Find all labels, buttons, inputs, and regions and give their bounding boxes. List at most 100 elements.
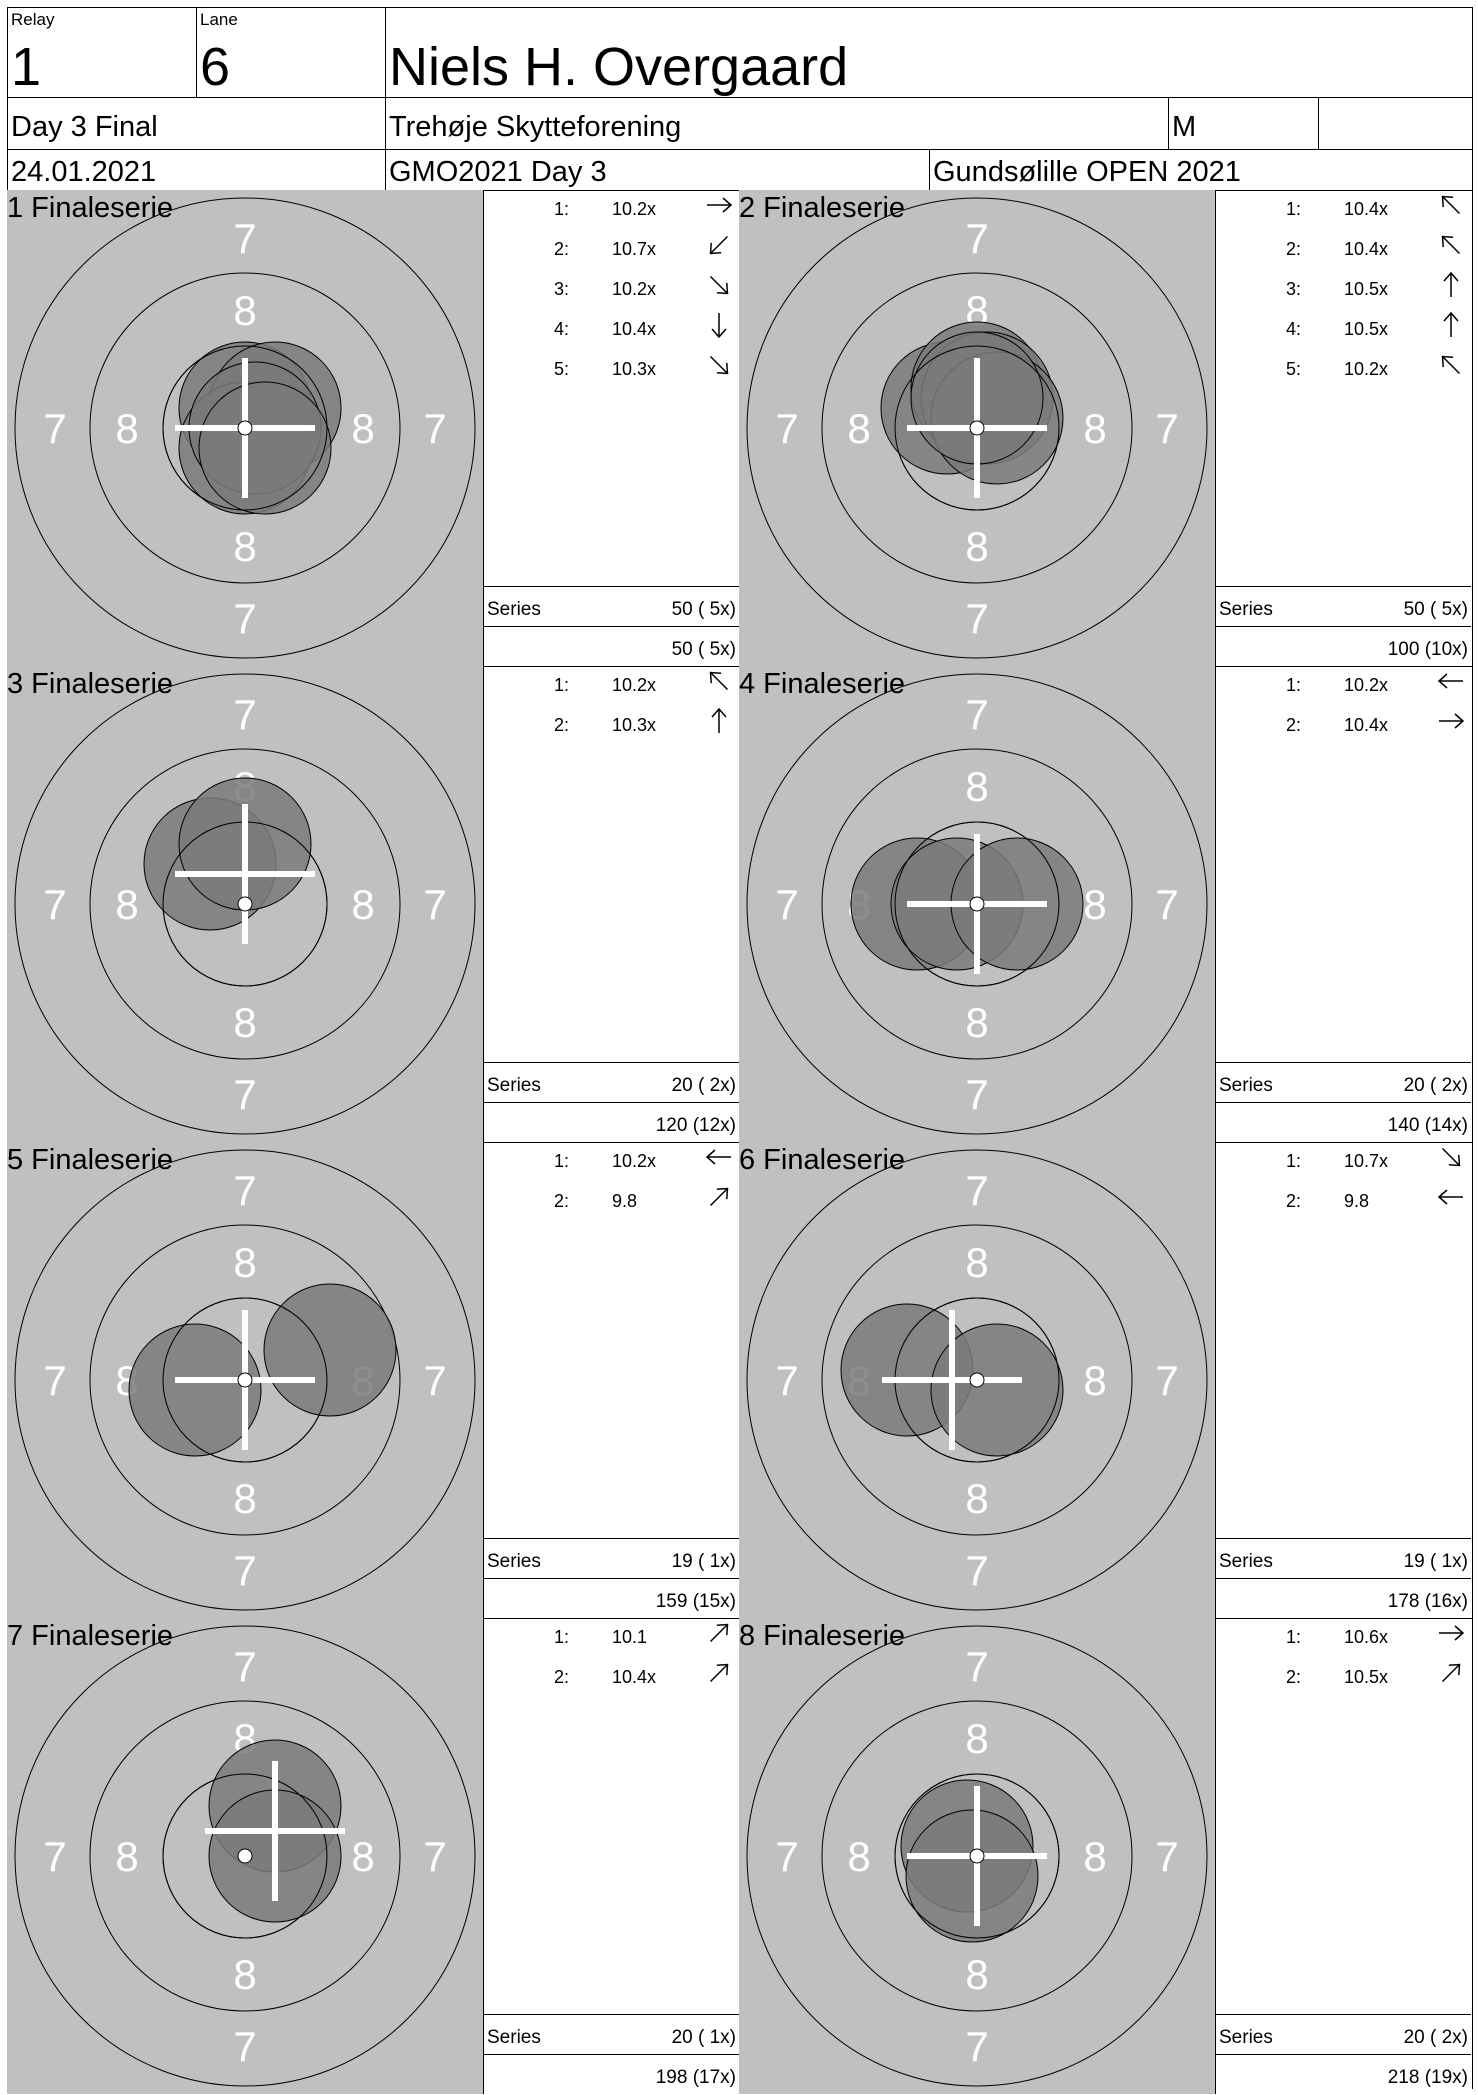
target-ring <box>14 1149 476 1611</box>
target-ring <box>894 345 1060 511</box>
lane-number: 6 <box>200 37 231 97</box>
ring-number-label: 7 <box>965 691 988 738</box>
target-ring <box>746 1625 1208 2087</box>
ring-number-label: 8 <box>1083 405 1106 452</box>
running-total: 100 (10x) <box>1387 639 1468 660</box>
shot-number: 2: <box>554 1191 570 1211</box>
ring-number-label: 8 <box>1083 1833 1106 1880</box>
running-total: 218 (19x) <box>1387 2067 1468 2088</box>
target-ring <box>894 821 1060 987</box>
shot-direction-arrow-icon <box>1436 1658 1466 1688</box>
ring-number-label: 8 <box>847 405 870 452</box>
shot-hole <box>263 1283 397 1417</box>
shot-row: 1: 10.6x <box>1216 1618 1471 1658</box>
running-total: 198 (17x) <box>655 2067 736 2088</box>
shot-number: 2: <box>554 239 570 259</box>
shot-hole <box>198 381 332 515</box>
shot-number: 1: <box>1286 1627 1302 1647</box>
ring-number-label: 7 <box>1155 405 1178 452</box>
shot-direction-arrow-icon <box>1436 1182 1466 1212</box>
ring-number-label: 7 <box>423 1833 446 1880</box>
shot-score: 10.7x <box>612 239 657 259</box>
running-total: 50 ( 5x) <box>671 639 736 660</box>
series-score: 50 ( 5x) <box>671 599 736 620</box>
ring-number-label: 7 <box>423 881 446 928</box>
shot-row: 2: 10.4x <box>484 1658 739 1698</box>
shot-number: 4: <box>554 319 570 339</box>
shot-row: 2: 9.8 <box>1216 1182 1471 1222</box>
series-title: 3 Finaleserie <box>7 668 174 700</box>
shot-direction-arrow-icon <box>1436 230 1466 260</box>
target-centre-dot <box>969 420 985 436</box>
shot-number: 5: <box>1286 359 1302 379</box>
match-date: 24.01.2021 <box>11 156 157 188</box>
series-label: Series <box>487 2027 541 2048</box>
shot-list: 1: 10.2x 2: 10.4x Series 20 ( 2x) 140 (14x) <box>1215 666 1471 1142</box>
shot-direction-arrow-icon <box>1436 350 1466 380</box>
shot-score: 10.4x <box>612 1667 657 1687</box>
ring-number-label: 7 <box>965 1071 988 1118</box>
ring-number-label: 7 <box>423 405 446 452</box>
series-score-row: Series 20 ( 2x) <box>484 1062 739 1103</box>
shot-list: 1: 10.2x 2: 10.7x 3: 10.2x 4: 10.4x 5: 10.3x Serie… <box>483 190 739 666</box>
relay-label: Relay <box>11 10 55 29</box>
ring-number-label: 7 <box>965 1167 988 1214</box>
shot-score: 10.6x <box>1344 1627 1389 1647</box>
series-score: 19 ( 1x) <box>1403 1551 1468 1572</box>
series-panel: 7 8 7 8 8 7 8 7 8 Finaleserie 1: 10.6x 2: 10.5x Serie… <box>739 1618 1471 2094</box>
series-title: 4 Finaleserie <box>739 668 906 700</box>
ring-number-label: 8 <box>1083 881 1106 928</box>
target-ring <box>14 197 476 659</box>
ring-number-label: 7 <box>965 215 988 262</box>
series-score-row: Series 20 ( 2x) <box>1216 1062 1471 1103</box>
ring-number-label: 7 <box>965 595 988 642</box>
ring-number-label: 7 <box>775 1357 798 1404</box>
running-total-row: 100 (10x) <box>1216 626 1471 667</box>
shot-row: 5: 10.2x <box>1216 350 1471 390</box>
shot-number: 2: <box>554 715 570 735</box>
ring-number-label: 7 <box>775 881 798 928</box>
target-ring <box>162 1297 328 1463</box>
running-total: 140 (14x) <box>1387 1115 1468 1136</box>
ring-number-label: 8 <box>847 1833 870 1880</box>
shot-list: 1: 10.2x 2: 9.8 Series 19 ( 1x) 159 (15x) <box>483 1142 739 1618</box>
shot-direction-arrow-icon <box>704 310 734 340</box>
ring-number-label: 7 <box>43 1357 66 1404</box>
target-ring <box>14 673 476 1135</box>
shot-direction-arrow-icon <box>704 230 734 260</box>
series-score-row: Series 50 ( 5x) <box>484 586 739 627</box>
shot-row: 2: 10.4x <box>1216 706 1471 746</box>
shot-direction-arrow-icon <box>1436 270 1466 300</box>
shot-row: 2: 10.7x <box>484 230 739 270</box>
series-panel: 787887873 Finaleserie1:10.2x2:10.3xSerie… <box>7 666 739 1142</box>
ring-number-label: 7 <box>233 1071 256 1118</box>
ring-number-label: 7 <box>233 1547 256 1594</box>
shot-number: 4: <box>1286 319 1302 339</box>
ring-number-label: 8 <box>233 1239 256 1286</box>
shot-score: 10.4x <box>1344 715 1389 735</box>
shot-list: 1: 10.6x 2: 10.5x Series 20 ( 2x) 218 (19x) <box>1215 1618 1471 2094</box>
ring-number-label: 7 <box>43 1833 66 1880</box>
ring-number-label: 7 <box>233 215 256 262</box>
ring-number-label: 8 <box>233 1951 256 1998</box>
shot-row: 2: 10.3x <box>484 706 739 746</box>
ring-number-label: 7 <box>775 1833 798 1880</box>
ring-number-label: 8 <box>233 999 256 1046</box>
ring-number-label: 8 <box>351 1833 374 1880</box>
target-centre-dot <box>969 896 985 912</box>
running-total-row: 120 (12x) <box>484 1102 739 1143</box>
shot-number: 2: <box>1286 239 1302 259</box>
series-score-row: Series 20 ( 1x) <box>484 2014 739 2055</box>
series-label: Series <box>1219 599 1273 620</box>
shot-score: 10.7x <box>1344 1151 1389 1171</box>
shot-row: 4: 10.5x <box>1216 310 1471 350</box>
